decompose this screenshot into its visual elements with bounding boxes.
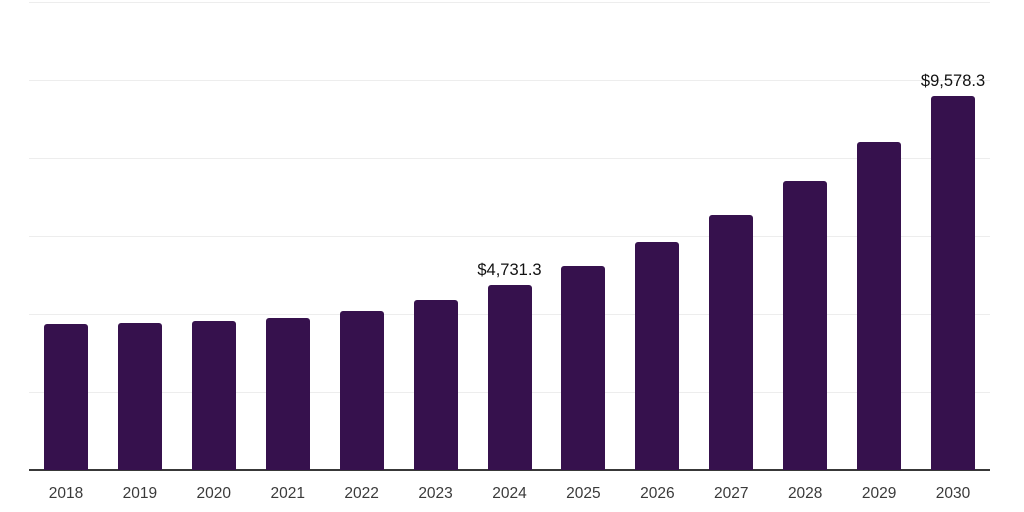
bar-2023 [413, 299, 458, 470]
data-label-2030: $9,578.3 [920, 72, 986, 91]
x-axis-line [29, 469, 990, 471]
gridline [29, 80, 990, 81]
x-tick-label-2027: 2027 [714, 485, 749, 502]
x-tick-label-2021: 2021 [270, 485, 305, 502]
x-tick-label-2030: 2030 [935, 485, 971, 502]
x-tick-label-2029: 2029 [861, 485, 897, 502]
bar-2028 [783, 180, 828, 470]
bar-2021 [265, 317, 310, 470]
x-tick-label-2018: 2018 [48, 485, 84, 502]
x-tick-label-2022: 2022 [344, 485, 379, 502]
x-tick-label-2023: 2023 [418, 485, 453, 502]
x-tick-label-2019: 2019 [122, 485, 158, 502]
gridline [29, 158, 990, 159]
x-tick-label-2026: 2026 [640, 485, 675, 502]
bar-2022 [339, 310, 384, 470]
bar-2025 [561, 266, 606, 470]
x-tick-label-2020: 2020 [196, 485, 232, 502]
x-tick-label-2024: 2024 [492, 485, 527, 502]
bar-2030 [931, 96, 976, 470]
gridline [29, 236, 990, 237]
x-tick-label-2028: 2028 [787, 485, 823, 502]
bar-2026 [635, 242, 680, 470]
x-tick-label-2025: 2025 [566, 485, 601, 502]
bar-2020 [191, 321, 236, 470]
bar-2029 [857, 141, 902, 470]
bar-2018 [43, 324, 88, 470]
bar-2019 [117, 322, 162, 470]
gridline [29, 2, 990, 3]
bar-2024 [487, 285, 532, 470]
bar-2027 [709, 214, 754, 470]
data-label-2024: $4,731.3 [477, 261, 542, 280]
